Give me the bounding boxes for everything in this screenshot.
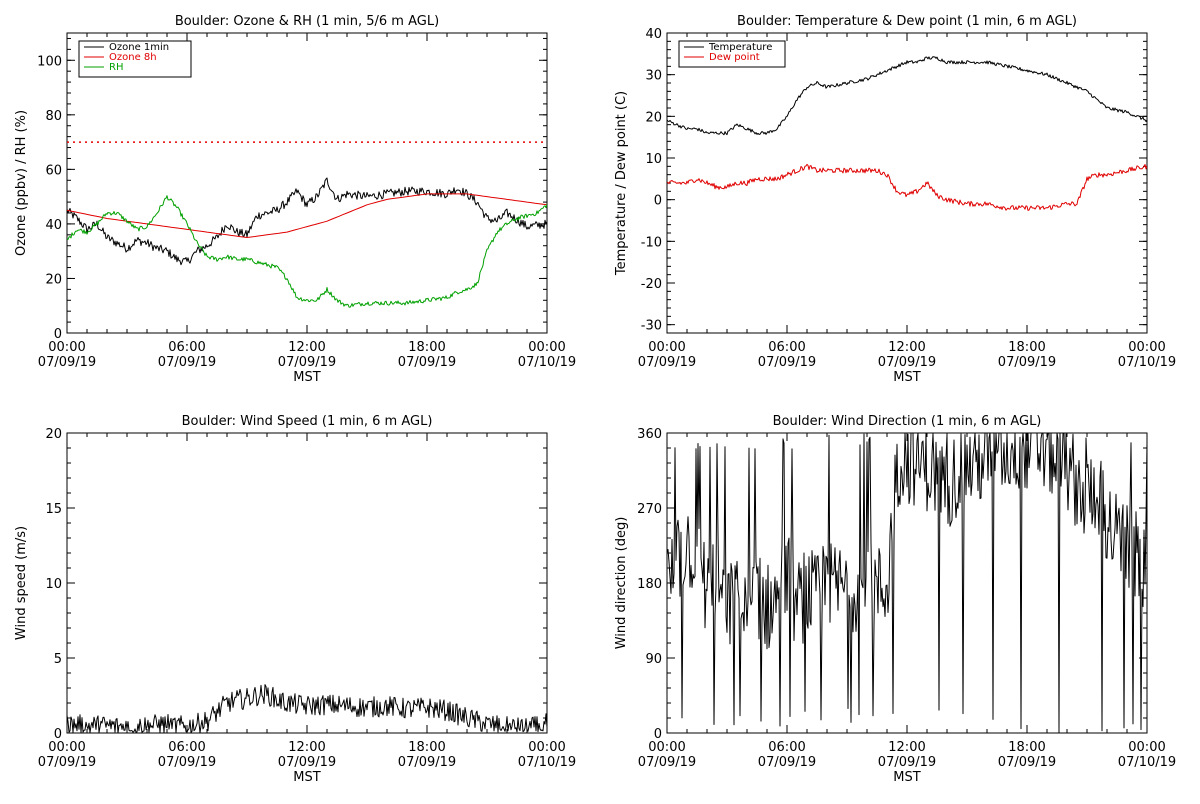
x-tick-time-label: 12:00 [888,740,925,755]
y-tick-label: 90 [645,652,662,667]
x-tick-time-label: 18:00 [408,340,445,355]
x-tick-time-label: 06:00 [768,340,805,355]
y-tick-label: 0 [54,327,62,342]
x-tick-time-label: 00:00 [648,340,685,355]
legend-entry: Temperature [708,42,772,53]
y-tick-label: -20 [641,277,662,292]
y-tick-label: 40 [645,27,662,42]
y-tick-label: 0 [654,194,662,209]
x-tick-date-label: 07/09/19 [158,755,216,770]
x-tick-time-label: 12:00 [888,340,925,355]
y-tick-label: -10 [641,235,662,250]
y-tick-label: 80 [45,109,62,124]
x-tick-date-label: 07/10/19 [518,755,576,770]
chart-panel-1: Boulder: Ozone & RH (1 min, 5/6 m AGL) 0 2… [14,14,576,385]
x-tick-date-label: 07/09/19 [278,755,336,770]
chart-title: Boulder: Ozone & RH (1 min, 5/6 m AGL) [175,14,439,29]
x-tick-date-label: 07/10/19 [1118,755,1176,770]
x-tick-date-label: 07/09/19 [878,755,936,770]
y-tick-label: 20 [45,272,62,287]
legend-box [678,40,786,68]
y-tick-label: -30 [641,319,662,334]
x-tick-date-label: 07/09/19 [38,755,96,770]
y-tick-label: 0 [654,727,662,742]
x-tick-date-label: 07/09/19 [398,355,456,370]
x-tick-date-label: 07/09/19 [158,355,216,370]
x-tick-date-label: 07/10/19 [518,355,576,370]
y-axis-label: Temperature / Dew point (C) [614,91,629,276]
y-axis-label: Wind direction (deg) [614,517,629,650]
x-tick-time-label: 06:00 [168,740,205,755]
x-tick-date-label: 07/09/19 [638,755,696,770]
x-tick-date-label: 07/09/19 [38,355,96,370]
y-axis-label: Wind speed (m/s) [14,526,29,640]
y-tick-label: 100 [37,54,62,69]
x-axis-label: MST [293,370,320,385]
chart-panel-4: Boulder: Wind Direction (1 min, 6 m AGL)… [614,414,1176,785]
legend-entry: Ozone 8h [109,52,157,63]
y-tick-label: 20 [45,427,62,442]
x-tick-time-label: 00:00 [648,740,685,755]
y-tick-label: 5 [54,652,62,667]
y-tick-label: 10 [45,577,62,592]
y-tick-label: 0 [54,727,62,742]
x-tick-time-label: 12:00 [288,340,325,355]
x-tick-time-label: 00:00 [528,340,565,355]
chart-title: Boulder: Temperature & Dew point (1 min,… [737,14,1077,29]
y-tick-label: 270 [637,502,662,517]
y-tick-label: 20 [645,110,662,125]
x-tick-date-label: 07/09/19 [398,755,456,770]
chart-panel-2: Boulder: Temperature & Dew point (1 min,… [614,14,1176,385]
chart-panel-3: Boulder: Wind Speed (1 min, 6 m AGL) 0 5 10… [14,414,576,785]
series-line-2 [67,193,547,238]
plot-frame [66,432,548,734]
x-tick-time-label: 00:00 [48,340,85,355]
x-axis-label: MST [893,370,920,385]
legend-entry: RH [109,62,123,73]
chart-title: Boulder: Wind Speed (1 min, 6 m AGL) [182,414,433,429]
series-line-1 [667,56,1147,136]
y-tick-label: 30 [645,69,662,84]
x-tick-date-label: 07/09/19 [278,355,336,370]
series-line-2 [667,163,1147,211]
series-line-1 [67,177,547,266]
chart-title: Boulder: Wind Direction (1 min, 6 m AGL) [773,414,1042,429]
x-tick-time-label: 00:00 [1128,740,1165,755]
x-tick-time-label: 06:00 [768,740,805,755]
y-axis-label: Ozone (ppbv) / RH (%) [14,110,29,256]
x-tick-time-label: 00:00 [1128,340,1165,355]
y-tick-label: 60 [45,163,62,178]
x-tick-date-label: 07/09/19 [638,355,696,370]
y-tick-label: 180 [637,577,662,592]
x-tick-date-label: 07/09/19 [758,755,816,770]
x-tick-date-label: 07/09/19 [998,755,1056,770]
y-tick-label: 15 [45,502,62,517]
series-line-3 [67,195,547,308]
x-tick-date-label: 07/10/19 [1118,355,1176,370]
y-tick-label: 360 [637,427,662,442]
x-tick-time-label: 18:00 [408,740,445,755]
x-tick-time-label: 00:00 [528,740,565,755]
y-tick-label: 10 [645,152,662,167]
x-tick-date-label: 07/09/19 [758,355,816,370]
legend-entry: Ozone 1min [109,42,169,53]
series-line-1 [67,684,547,733]
series-line-1 [667,433,1147,733]
legend-entry: Dew point [709,52,760,63]
plot-frame [66,32,548,334]
y-tick-label: 40 [45,218,62,233]
x-tick-time-label: 18:00 [1008,340,1045,355]
x-axis-label: MST [893,770,920,785]
plot-frame [666,32,1148,334]
x-tick-time-label: 06:00 [168,340,205,355]
x-tick-time-label: 00:00 [48,740,85,755]
x-tick-time-label: 12:00 [288,740,325,755]
x-tick-date-label: 07/09/19 [878,355,936,370]
x-axis-label: MST [293,770,320,785]
x-tick-time-label: 18:00 [1008,740,1045,755]
x-tick-date-label: 07/09/19 [998,355,1056,370]
